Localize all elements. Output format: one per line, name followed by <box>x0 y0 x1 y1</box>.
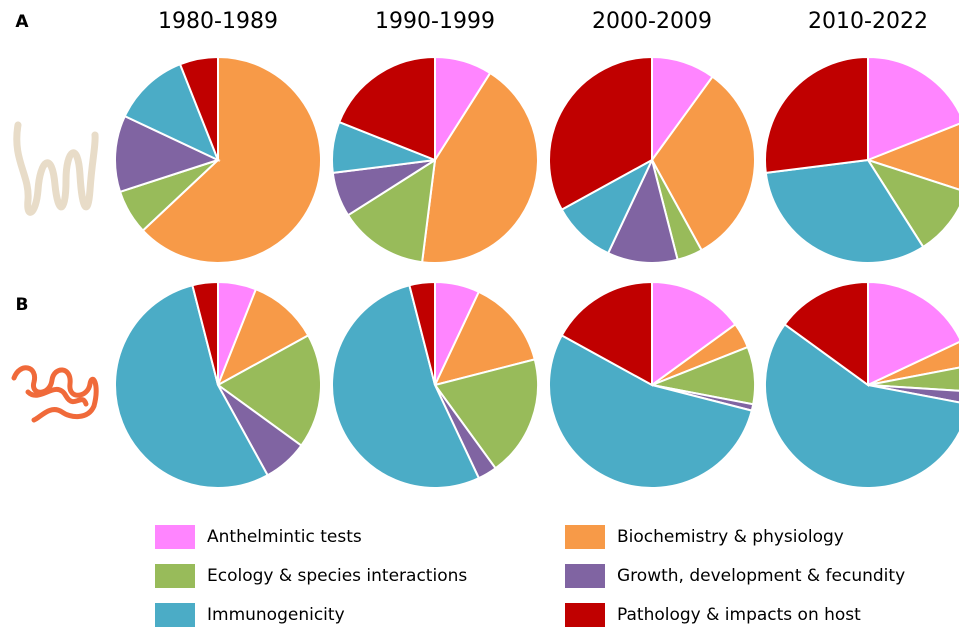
worm-a <box>17 125 95 212</box>
column-title: 2000-2009 <box>592 9 712 34</box>
legend-swatch <box>565 564 605 588</box>
legend-label: Growth, development & fecundity <box>617 566 905 586</box>
legend-swatch <box>565 525 605 549</box>
legend-label: Anthelmintic tests <box>207 527 362 547</box>
page: 1980-1989 1990-1999 2000-2009 2010-2022 A B An… <box>0 0 959 628</box>
legend-label: Immunogenicity <box>207 605 345 625</box>
legend-label: Ecology & species interactions <box>207 566 467 586</box>
legend-swatch <box>155 525 195 549</box>
pie-slice <box>765 57 868 173</box>
column-title: 2010-2022 <box>808 9 928 34</box>
panel-label: B <box>16 295 29 315</box>
worm-b <box>14 368 96 420</box>
column-title: 1980-1989 <box>158 9 278 34</box>
panel-label: A <box>15 12 29 32</box>
legend-swatch <box>155 564 195 588</box>
column-title: 1990-1999 <box>375 9 495 34</box>
chart: 1980-1989 1990-1999 2000-2009 2010-2022 A B An… <box>0 0 959 628</box>
legend-swatch <box>155 603 195 627</box>
legend-label: Biochemistry & physiology <box>617 527 844 547</box>
legend-label: Pathology & impacts on host <box>617 605 861 625</box>
legend-swatch <box>565 603 605 627</box>
